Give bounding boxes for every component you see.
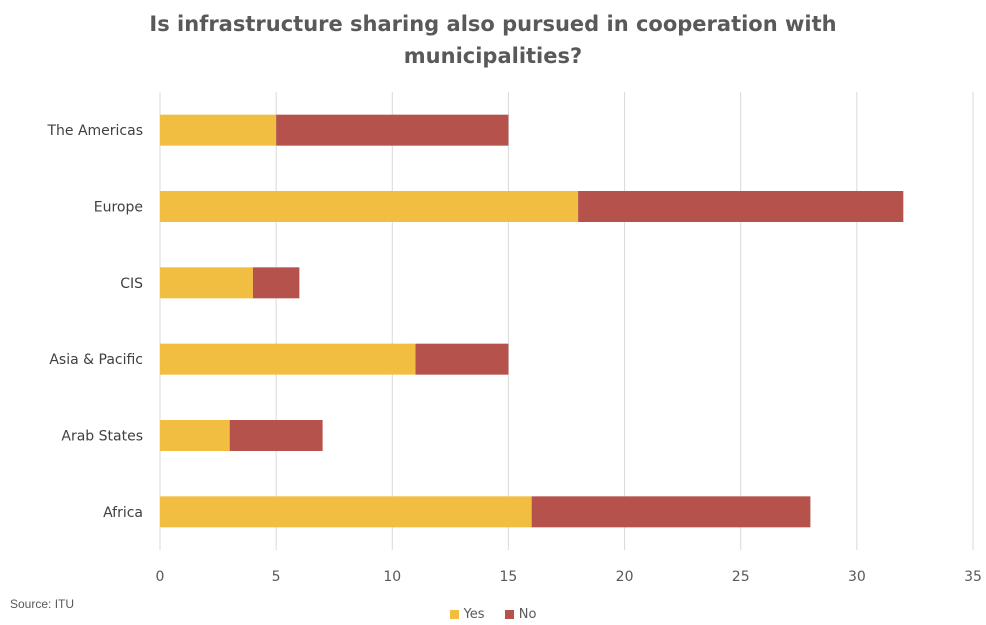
category-label-1: Europe [94, 200, 143, 216]
x-tick-label-15: 15 [500, 569, 518, 585]
bar-yes-5 [160, 496, 532, 528]
category-label-0: The Americas [46, 123, 143, 139]
x-tick-label-30: 30 [848, 569, 866, 585]
x-tick-label-35: 35 [964, 569, 982, 585]
bar-no-0 [276, 114, 509, 146]
legend-label-yes: Yes [463, 607, 485, 622]
x-tick-label-25: 25 [732, 569, 750, 585]
category-label-2: CIS [120, 276, 143, 292]
bar-no-1 [578, 191, 904, 222]
bar-yes-4 [160, 420, 230, 451]
bar-no-4 [229, 420, 323, 451]
bar-no-5 [531, 496, 811, 528]
chart-title-line-2: municipalities? [403, 44, 583, 68]
category-label-5: Africa [103, 505, 143, 521]
x-tick-label-20: 20 [616, 569, 634, 585]
x-tick-label-0: 0 [156, 569, 165, 585]
chart-legend: Yes No [0, 607, 986, 623]
bar-yes-0 [160, 114, 277, 146]
legend-label-no: No [518, 607, 537, 622]
chart-title: Is infrastructure sharing also pursued i… [0, 8, 986, 72]
source-note: Source: ITU [10, 597, 75, 611]
bar-yes-2 [160, 267, 253, 299]
legend-item-no: No [504, 607, 537, 622]
bar-no-3 [415, 343, 509, 375]
chart-title-line-1: Is infrastructure sharing also pursued i… [149, 12, 837, 36]
bar-yes-1 [160, 191, 579, 222]
x-tick-label-5: 5 [272, 569, 281, 585]
category-label-4: Arab States [61, 429, 143, 445]
category-label-3: Asia & Pacific [49, 352, 143, 368]
legend-swatch-yes [449, 610, 459, 619]
bar-yes-3 [160, 343, 416, 375]
bar-no-2 [252, 267, 300, 299]
x-tick-label-10: 10 [383, 569, 401, 585]
legend-swatch-no [504, 610, 514, 619]
legend-item-yes: Yes [449, 607, 485, 622]
